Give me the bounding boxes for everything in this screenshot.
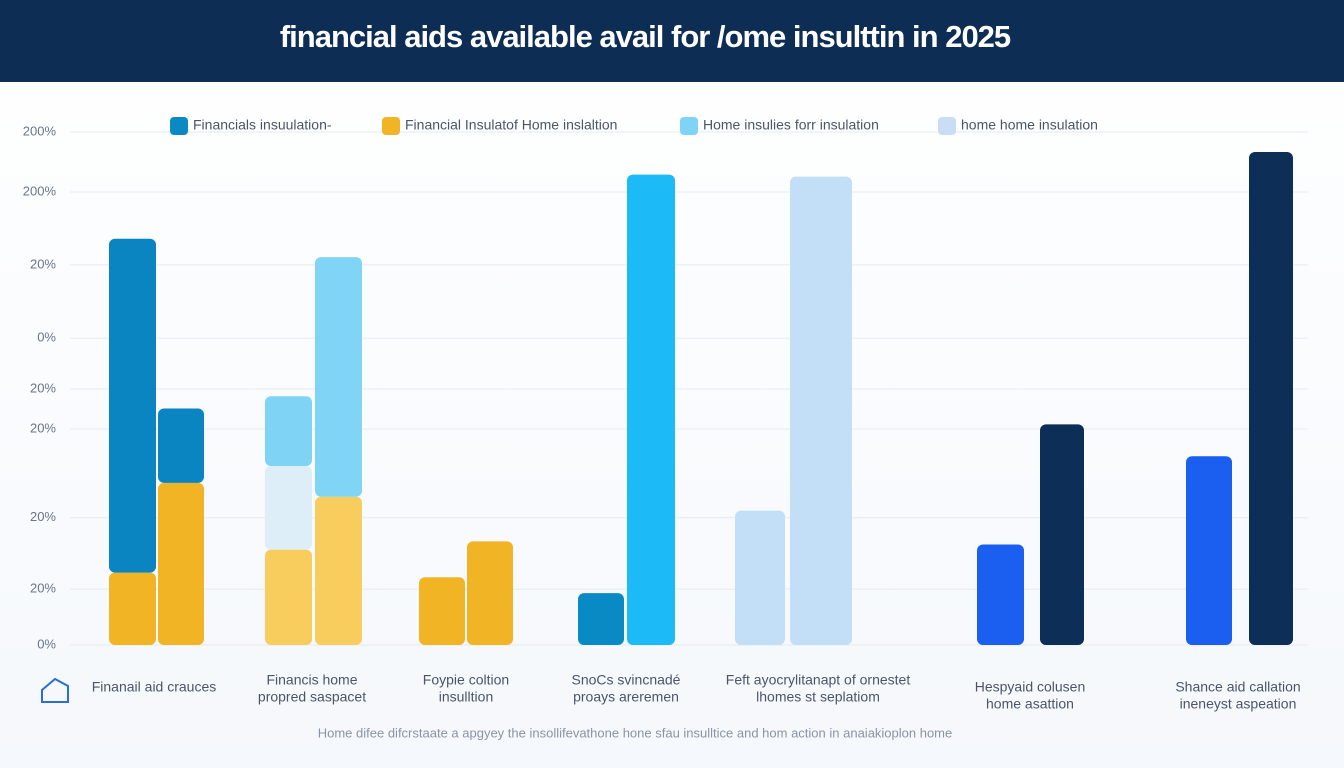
legend-label: Financial Insulatof Home inslaltion xyxy=(405,117,617,133)
y-tick-label: 0% xyxy=(37,330,56,345)
x-tick-label: Finanail aid crauces xyxy=(92,679,217,695)
y-tick-label: 20% xyxy=(30,380,56,395)
bar-segment xyxy=(315,257,362,497)
bar-segment xyxy=(265,396,312,466)
legend-label: home home insulation xyxy=(961,117,1098,133)
y-tick-label: 200% xyxy=(23,123,57,138)
legend-swatch xyxy=(680,117,698,135)
bar-segment xyxy=(109,238,156,573)
bar-segment xyxy=(315,496,362,645)
y-tick-label: 0% xyxy=(37,636,56,651)
house-icon xyxy=(41,677,69,703)
bar-segment xyxy=(735,510,785,645)
legend-label: Home insulies forr insulation xyxy=(703,117,879,133)
bar-segment xyxy=(1249,152,1293,645)
y-tick-label: 200% xyxy=(23,183,57,198)
x-tick-label: lhomes st seplatiom xyxy=(756,689,880,705)
bar-segment xyxy=(790,176,852,646)
x-tick-label: proays areremen xyxy=(573,689,679,705)
x-tick-label: SnoCs svincnadé xyxy=(572,672,681,688)
bar-segment xyxy=(467,541,513,645)
y-tick-label: 20% xyxy=(30,581,56,596)
bar-segment xyxy=(1186,456,1232,645)
x-tick-label: Shance aid callation xyxy=(1175,679,1300,695)
bar-segment xyxy=(578,593,624,645)
bar-segment xyxy=(977,544,1024,645)
x-tick-label: home asattion xyxy=(986,696,1074,712)
title-band xyxy=(0,0,1344,82)
bar-segment xyxy=(158,482,204,645)
footnote: Home difee difcrstaate a apgyey the inso… xyxy=(318,725,953,740)
x-tick-label: insulltion xyxy=(439,689,493,705)
x-tick-label: Hespyaid colusen xyxy=(975,679,1086,695)
x-tick-label: propred saspacet xyxy=(258,689,366,705)
legend-swatch xyxy=(382,117,400,135)
bar-segment xyxy=(265,549,312,645)
y-tick-label: 20% xyxy=(30,256,56,271)
bar-segment xyxy=(419,577,465,645)
bar-segment xyxy=(109,572,156,645)
bar-segment xyxy=(265,465,312,550)
y-tick-label: 20% xyxy=(30,420,56,435)
legend-label: Financials insuulation- xyxy=(193,117,332,133)
y-tick-label: 20% xyxy=(30,509,56,524)
legend-swatch xyxy=(170,117,188,135)
bar-segment xyxy=(158,408,204,483)
bar-segment xyxy=(627,174,675,646)
chart-title: financial aids available avail for /ome … xyxy=(280,19,1011,54)
legend-swatch xyxy=(938,117,956,135)
x-tick-label: Feft ayocrylitanapt of ornestet xyxy=(726,672,911,688)
bar-segment xyxy=(1040,424,1084,645)
x-tick-label: Foypie coltion xyxy=(423,672,509,688)
x-tick-label: ineneyst aspeation xyxy=(1180,696,1297,712)
x-tick-label: Financis home xyxy=(266,672,357,688)
